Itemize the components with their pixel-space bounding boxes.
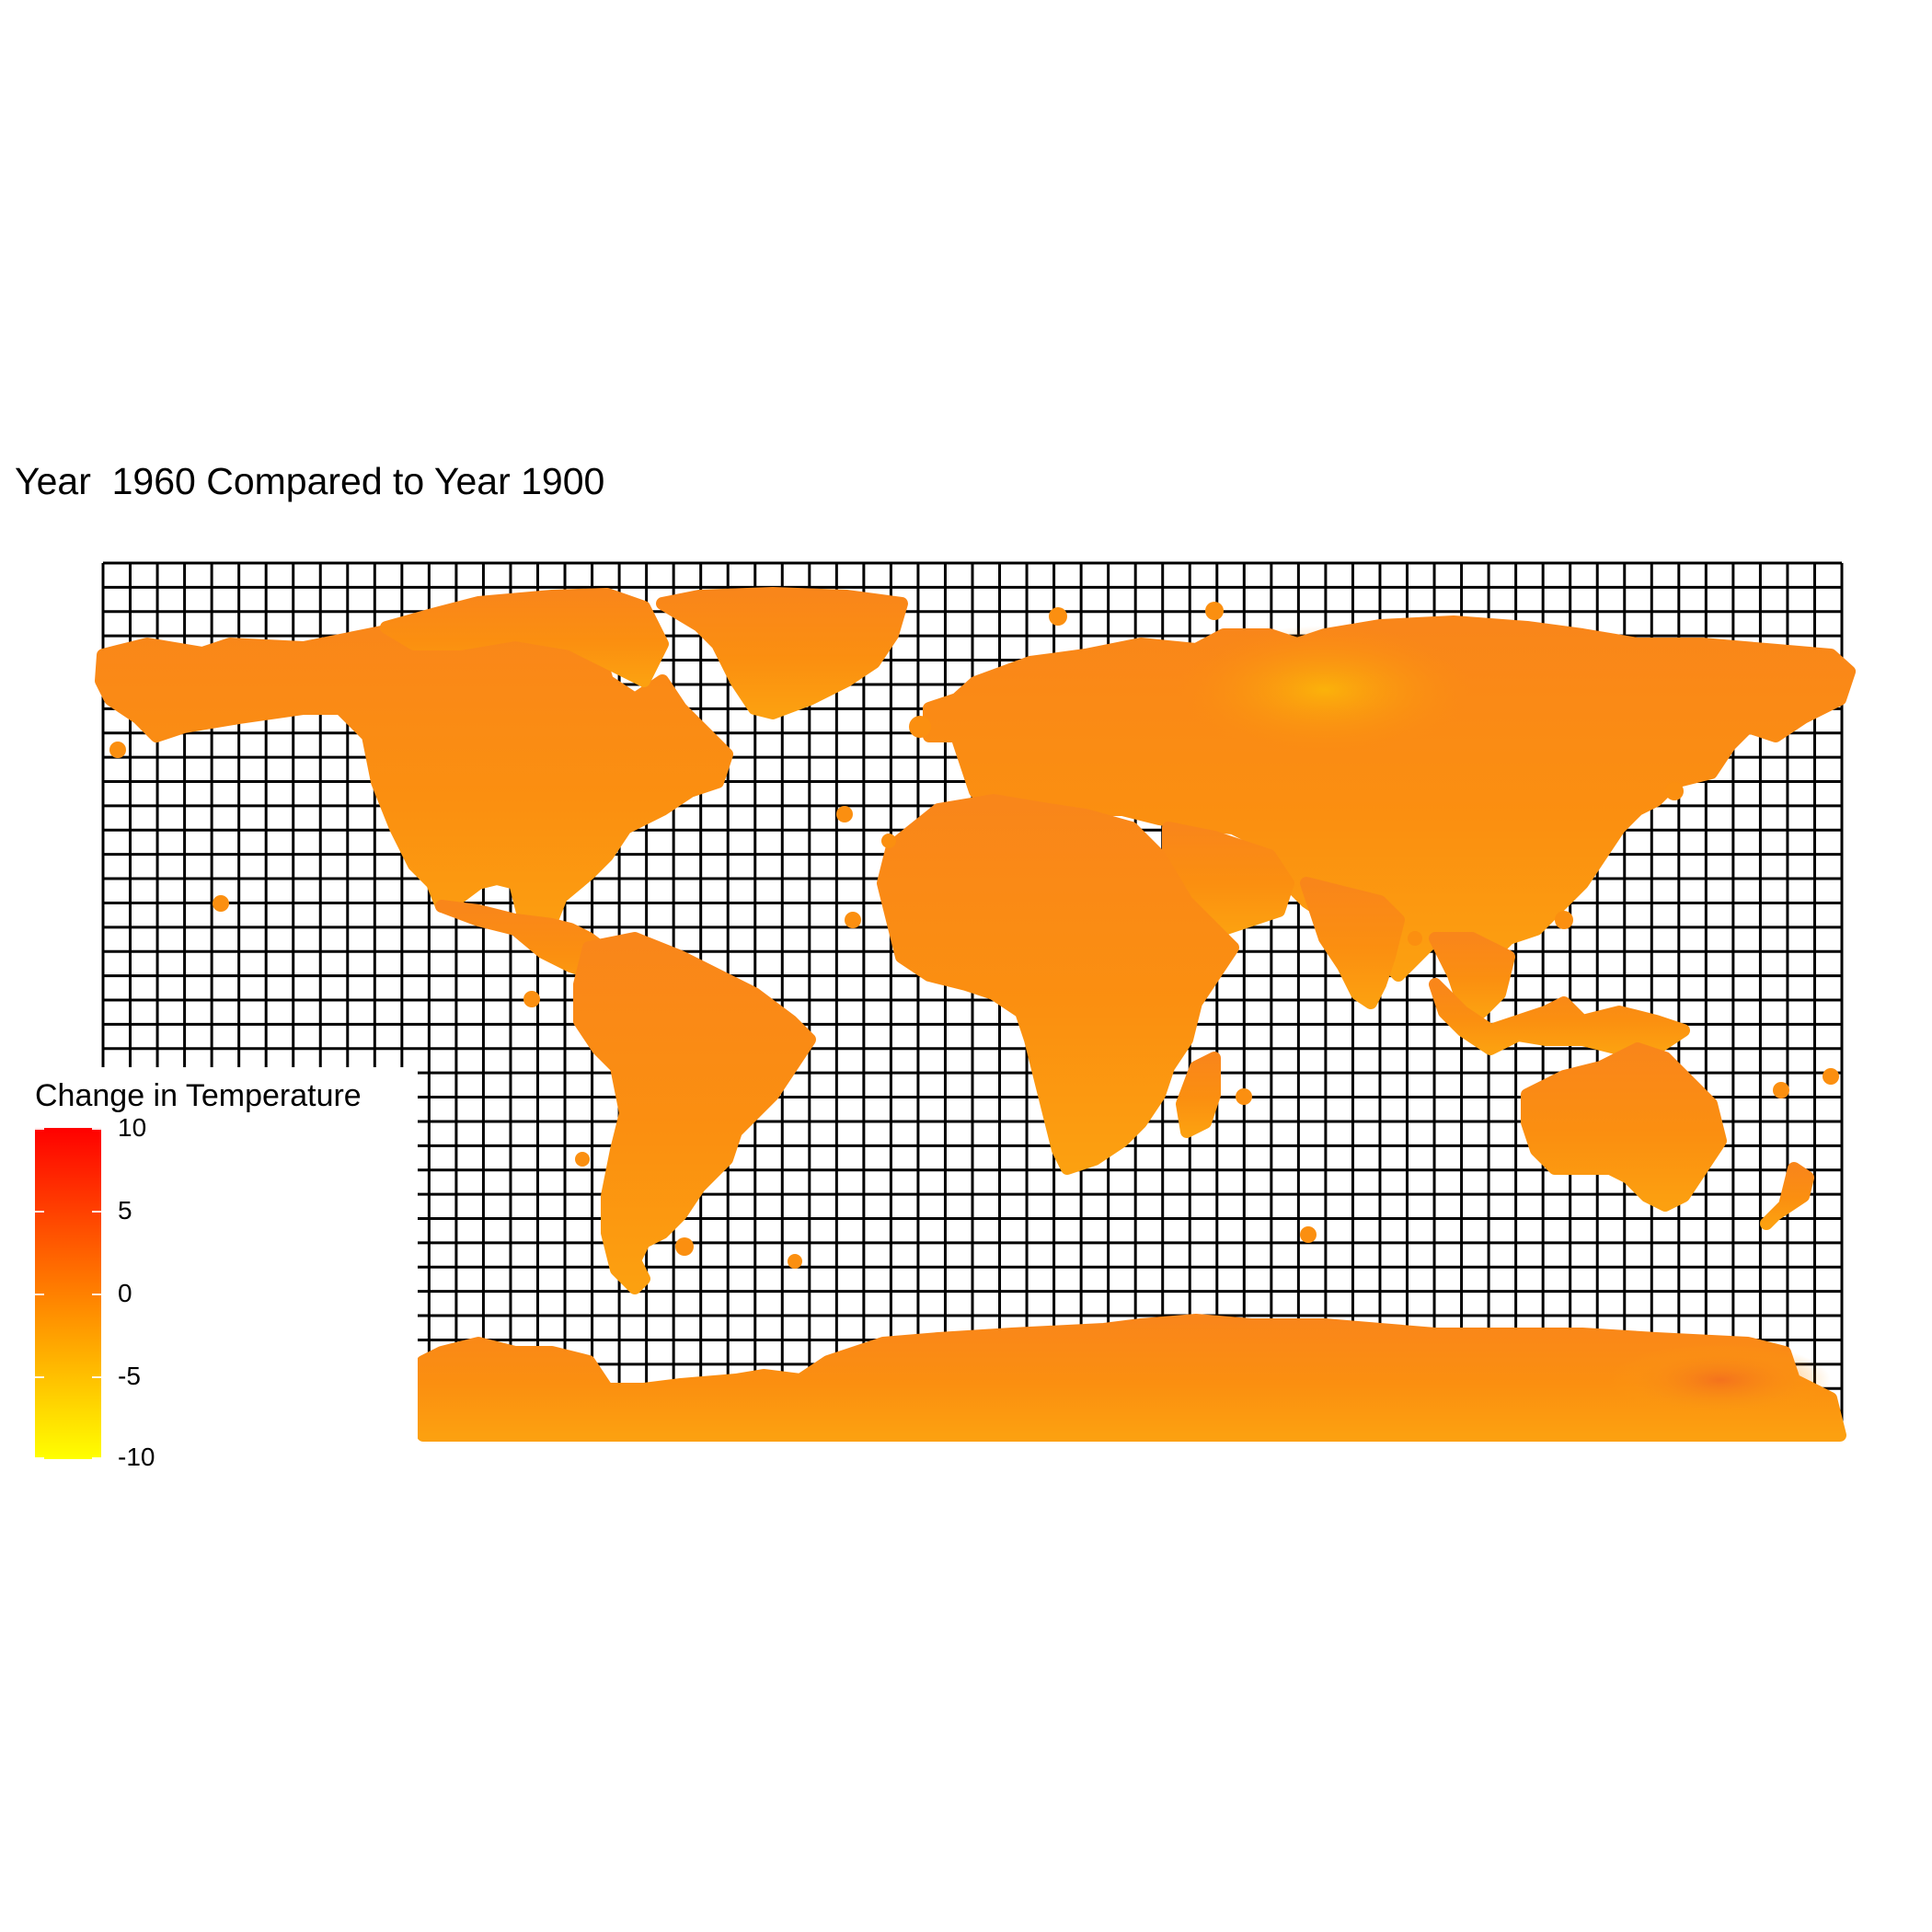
legend-tick (92, 1457, 101, 1459)
land-india (1300, 877, 1405, 1009)
land-madagascar (1176, 1052, 1221, 1138)
island-samoa (1823, 1068, 1839, 1085)
legend-tick (92, 1294, 101, 1295)
island-points (109, 602, 1839, 1269)
legend-tick (92, 1211, 101, 1213)
land-indonesia (1429, 978, 1690, 1055)
legend-label-5: 5 (118, 1196, 132, 1225)
island-philippines (1555, 911, 1573, 929)
legend-label-minus-10: -10 (118, 1443, 155, 1471)
legend-tick (92, 1376, 101, 1378)
legend-title: Change in Temperature (35, 1078, 362, 1113)
island-cape-verde (845, 912, 861, 928)
island-easter (575, 1152, 590, 1167)
land-africa (877, 794, 1239, 1175)
land-new-zealand (1760, 1162, 1814, 1230)
legend-colorbar (35, 1128, 101, 1459)
legend-tick (35, 1457, 44, 1459)
island-azores (836, 806, 853, 822)
legend-label-0: 0 (118, 1279, 132, 1307)
plot-title: Year 1960 Compared to Year 1900 (15, 460, 605, 502)
land-south-america (573, 932, 816, 1294)
island-galapagos (523, 991, 540, 1007)
island-japan (1665, 782, 1684, 800)
island-hawaii (213, 895, 229, 912)
legend-label-minus-5: -5 (118, 1362, 141, 1390)
land-points (95, 587, 1856, 1442)
island-fiji (1773, 1082, 1789, 1098)
island-aleutian (109, 742, 126, 758)
island-kerguelen (1300, 1226, 1317, 1243)
island-south-georgia (788, 1254, 802, 1269)
legend: Change in Temperature 10 5 0 -5 -10 (22, 1067, 418, 1472)
shading-antarctica-east (1610, 1343, 1831, 1417)
island-falklands (675, 1237, 694, 1256)
land-greenland (656, 587, 908, 719)
legend-tick (35, 1294, 44, 1295)
legend-tick (92, 1128, 101, 1130)
shading-siberia (1178, 626, 1472, 754)
legend-tick (35, 1376, 44, 1378)
land-southeast-asia (1429, 932, 1515, 1018)
legend-tick (35, 1128, 44, 1130)
land-australia (1521, 1042, 1727, 1212)
island-canaries (881, 834, 896, 848)
island-sri-lanka (1408, 931, 1422, 946)
land-arctic-islands (380, 588, 669, 687)
island-iceland (909, 716, 931, 738)
island-svalbard (1049, 607, 1067, 626)
legend-tick (35, 1211, 44, 1213)
island-mauritius (1236, 1088, 1252, 1105)
island-novaya (1205, 602, 1224, 620)
legend-label-10: 10 (118, 1113, 147, 1142)
